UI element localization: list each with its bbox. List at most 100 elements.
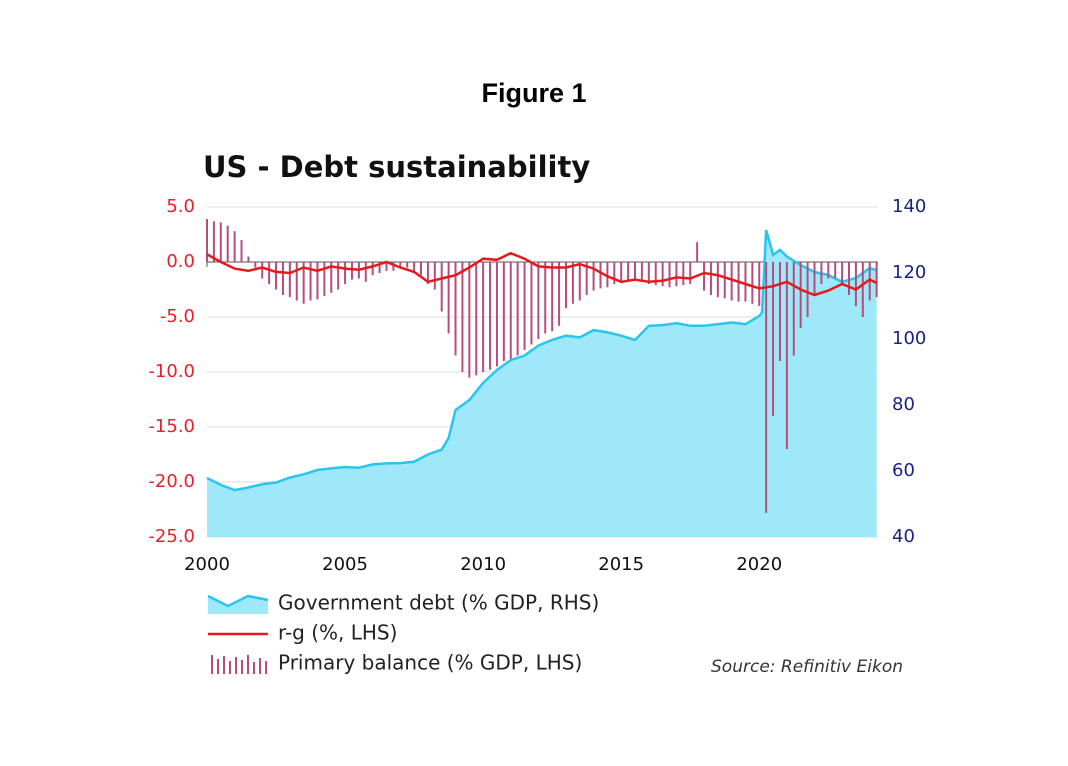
bar [730,262,733,301]
bar [454,262,457,356]
debt-line [206,229,878,492]
y-tick-label: -10.0 [148,361,195,382]
bar [226,225,229,262]
bar [468,262,471,378]
bar [661,262,664,287]
bar [703,262,706,291]
bar [378,262,381,273]
bar [254,262,257,268]
x-tick-label: 2020 [736,554,782,575]
bar [316,262,319,300]
bar [219,222,222,262]
rg-line [206,251,878,297]
y-tick-label: -5.0 [160,306,195,327]
bar [385,262,388,271]
legend-label: Government debt (% GDP, RHS) [278,591,599,615]
bar [433,262,436,290]
bar [620,262,623,282]
bar [516,262,519,356]
bar [509,262,512,359]
bar [820,262,823,284]
x-tick-label: 2005 [322,554,368,575]
bar [288,262,291,298]
legend-label: r-g (%, LHS) [278,621,397,645]
bar [426,262,429,284]
bar [392,262,395,271]
bar [571,262,574,304]
y2-tick-label: 60 [892,460,915,481]
y-tick-label: 5.0 [166,196,195,217]
bar [399,262,402,269]
bar [206,219,208,262]
bar [302,262,305,304]
bar [537,262,540,339]
bar [585,262,588,295]
bar [841,262,844,284]
legend-icon [253,662,255,674]
bar [689,262,692,284]
bar [647,262,650,284]
legend-icon [265,661,267,674]
bar [709,262,712,295]
bar [744,262,747,302]
bar [461,262,464,372]
bar [854,262,857,306]
legend-icon [229,661,231,674]
bar [247,256,250,262]
debt-area [207,230,877,537]
bar [350,262,353,280]
bar [827,262,830,279]
bar [364,262,367,282]
bar [212,221,215,262]
bar [634,262,637,280]
bar [489,262,492,370]
legend-icon [217,659,219,674]
bar [613,262,616,284]
bar [309,262,312,301]
bar [371,262,374,276]
x-tick-label: 2015 [598,554,644,575]
bar [413,262,416,271]
figure-title: Figure 1 [481,78,586,108]
bar [323,262,326,297]
bar [440,262,443,312]
bar [406,262,409,268]
legend-icon [235,657,237,674]
bar [723,262,726,299]
bar [813,262,816,295]
bar [875,262,878,298]
bar [578,262,581,301]
y-tick-label: -20.0 [148,471,195,492]
bar [475,262,478,376]
bar [834,262,837,279]
y-tick-label: -25.0 [148,526,195,547]
y-tick-label: 0.0 [166,251,195,272]
bar [785,262,788,449]
bar [530,262,533,345]
y2-tick-label: 140 [892,196,926,217]
bar [682,262,685,286]
bar [751,262,754,304]
y2-tick-label: 40 [892,526,915,547]
bar [281,262,284,295]
bar [502,262,505,361]
bar [495,262,498,367]
bar [599,262,602,289]
bar [799,262,802,328]
bar [668,262,671,288]
bar [778,262,781,361]
bar [758,262,761,306]
legend-icon [208,596,268,614]
legend-icon [241,660,243,674]
bar [544,262,547,334]
legend-icon [207,594,269,608]
bar [330,262,333,293]
bar [861,262,864,317]
legend-icon [223,656,225,674]
bar [806,262,809,317]
bar [233,231,236,262]
bar [344,262,347,284]
bar [654,262,657,286]
legend-icon [247,655,249,674]
